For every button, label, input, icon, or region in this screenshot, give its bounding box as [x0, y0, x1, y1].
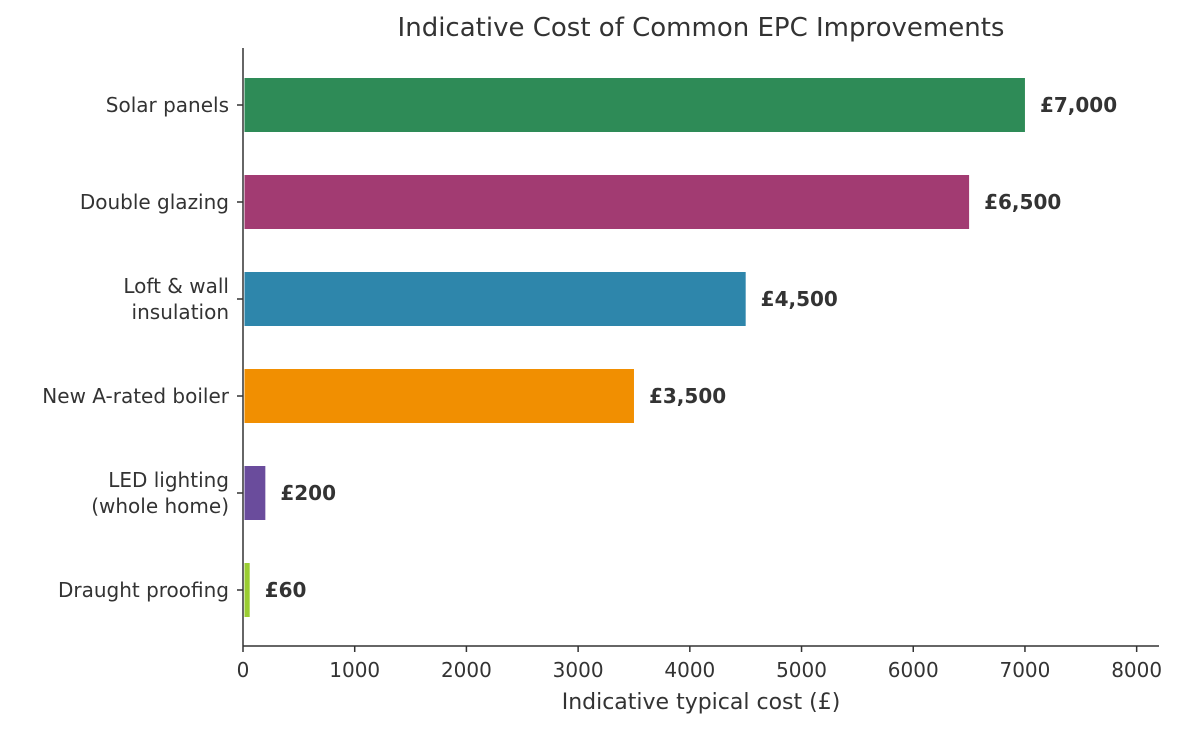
x-tick-label: 6000 [888, 658, 939, 682]
x-tick-label: 4000 [664, 658, 715, 682]
y-category-label: Draught proofing [58, 578, 229, 602]
bar [244, 78, 1025, 132]
bar [244, 563, 250, 617]
y-category-label: LED lighting (whole home) [91, 468, 229, 518]
x-tick-label: 5000 [776, 658, 827, 682]
bar [244, 175, 970, 229]
x-tick-label: 7000 [999, 658, 1050, 682]
bar [244, 272, 746, 326]
x-axis: 0 1000 2000 3000 4000 5000 6000 7000 8000 [237, 645, 1162, 682]
bar [244, 466, 266, 520]
bar-value-label: £6,500 [984, 190, 1061, 214]
y-category-label: Double glazing [80, 190, 229, 214]
bar-value-label: £7,000 [1040, 93, 1117, 117]
x-tick-label: 8000 [1111, 658, 1162, 682]
x-axis-title: Indicative typical cost (£) [562, 690, 841, 715]
bar-value-label: £3,500 [649, 384, 726, 408]
y-category-label: Loft & wall insulation [123, 274, 229, 324]
y-category-label: New A-rated boiler [42, 384, 229, 408]
x-tick-label: 1000 [329, 658, 380, 682]
chart-title: Indicative Cost of Common EPC Improvemen… [398, 13, 1005, 43]
y-axis: Solar panels Double glazing Loft & wall ins… [42, 48, 244, 646]
y-category-label: Solar panels [106, 93, 229, 117]
value-labels-group: £7,000 £6,500 £4,500 £3,500 £200 £60 [265, 93, 1117, 602]
bar-value-label: £60 [265, 578, 307, 602]
x-tick-label: 3000 [553, 658, 604, 682]
x-tick-label: 0 [237, 658, 250, 682]
bar [244, 369, 634, 423]
x-tick-label: 2000 [441, 658, 492, 682]
bars-group [244, 78, 1025, 617]
bar-value-label: £4,500 [761, 287, 838, 311]
bar-value-label: £200 [280, 481, 336, 505]
